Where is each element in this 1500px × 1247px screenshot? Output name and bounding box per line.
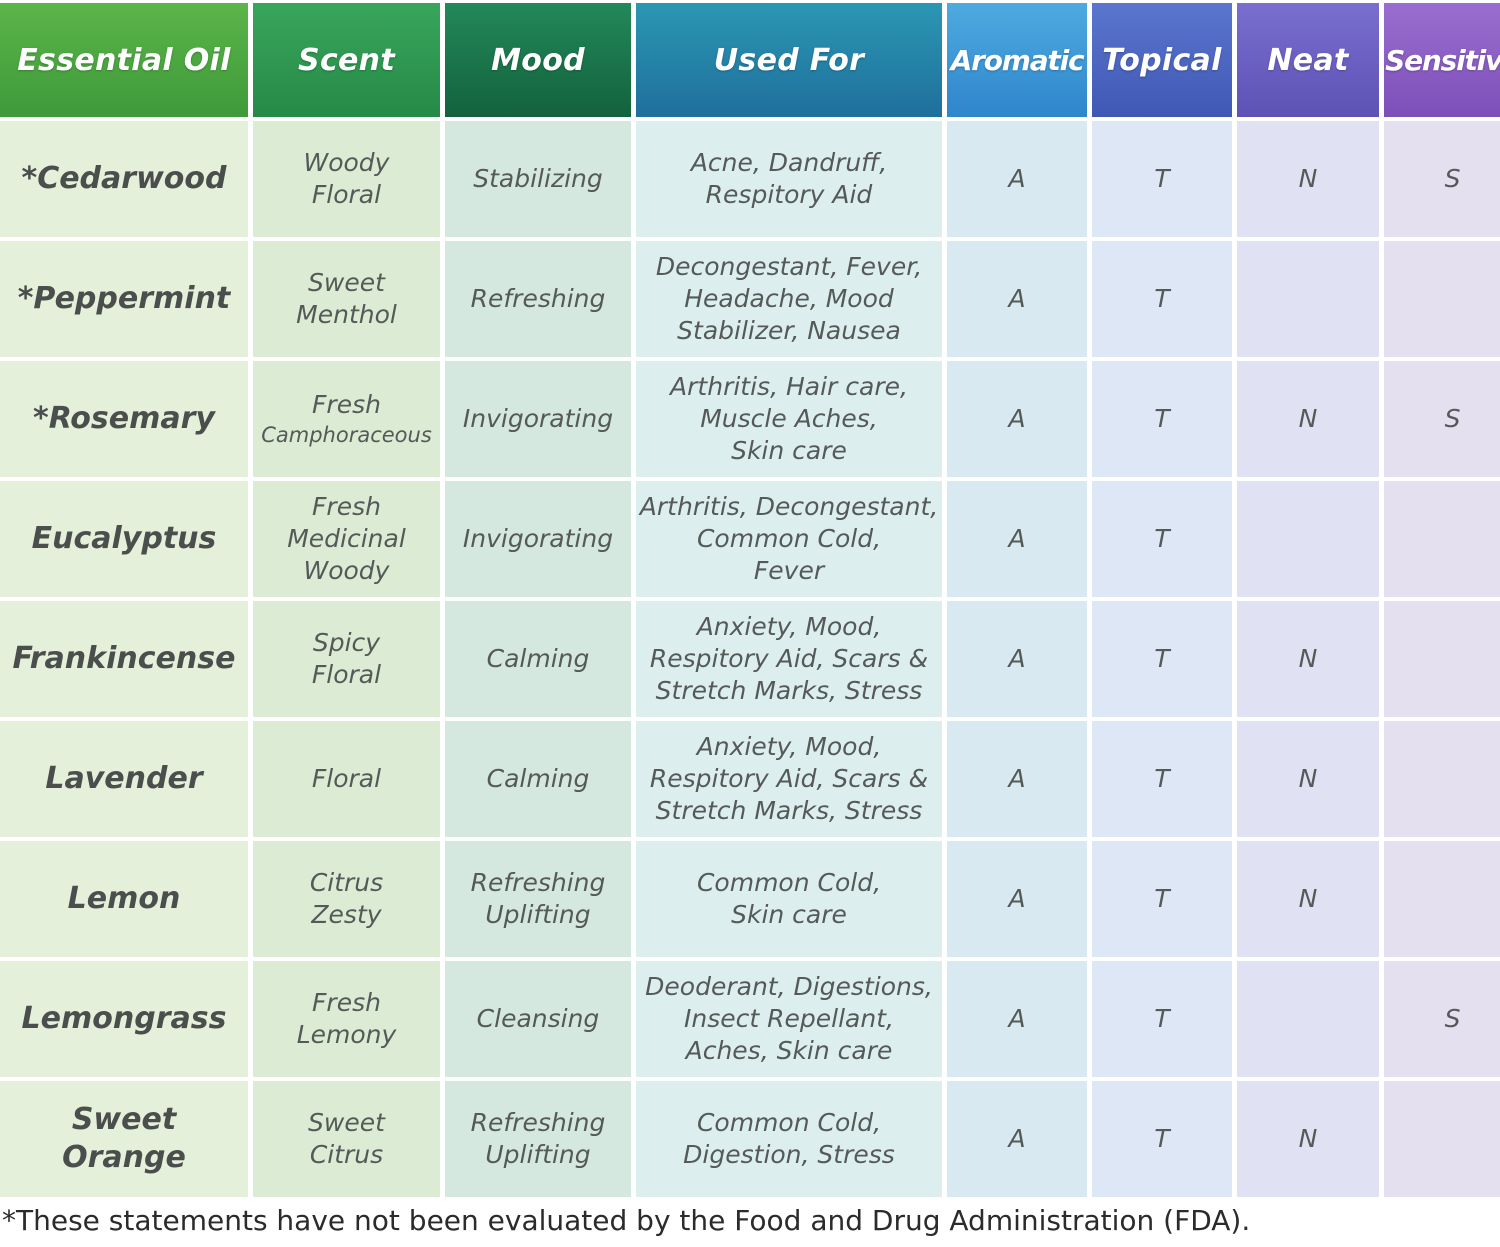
header-topical: Topical (1092, 3, 1232, 117)
cell-topical-mark: T (1092, 961, 1232, 1077)
cell-mood: Invigorating (445, 361, 631, 477)
cell-scent: Fresh Medicinal Woody (253, 481, 440, 597)
cell-aromatic-mark: A (947, 961, 1087, 1077)
cell-used-for: Arthritis, Hair care, Muscle Aches, Skin… (636, 361, 942, 477)
cell-used-for: Common Cold, Skin care (636, 841, 942, 957)
cell-oil-name: *Rosemary (0, 361, 248, 477)
cell-oil-name: Lavender (0, 721, 248, 837)
cell-used-for: Decongestant, Fever, Headache, Mood Stab… (636, 241, 942, 357)
header-used-for: Used For (636, 3, 942, 117)
cell-mood: Stabilizing (445, 121, 631, 237)
cell-mood: Refreshing Uplifting (445, 1081, 631, 1197)
cell-neat-mark (1237, 481, 1379, 597)
cell-topical-mark: T (1092, 721, 1232, 837)
cell-scent: Spicy Floral (253, 601, 440, 717)
cell-sensitive-mark (1384, 481, 1500, 597)
cell-sensitive-mark: S (1384, 121, 1500, 237)
cell-used-for: Anxiety, Mood, Respitory Aid, Scars & St… (636, 721, 942, 837)
cell-oil-name: *Cedarwood (0, 121, 248, 237)
header-neat: Neat (1237, 3, 1379, 117)
header-essential-oil: Essential Oil (0, 3, 248, 117)
cell-used-for: Arthritis, Decongestant, Common Cold, Fe… (636, 481, 942, 597)
fda-footnote: *These statements have not been evaluate… (2, 1204, 1251, 1237)
cell-aromatic-mark: A (947, 841, 1087, 957)
header-scent: Scent (253, 3, 440, 117)
cell-sensitive-mark: S (1384, 361, 1500, 477)
cell-topical-mark: T (1092, 841, 1232, 957)
cell-sensitive-mark (1384, 841, 1500, 957)
cell-used-for: Anxiety, Mood, Respitory Aid, Scars & St… (636, 601, 942, 717)
cell-oil-name: *Peppermint (0, 241, 248, 357)
cell-scent: Citrus Zesty (253, 841, 440, 957)
cell-scent: Sweet Citrus (253, 1081, 440, 1197)
scent-secondary: Camphoraceous (261, 423, 432, 447)
cell-neat-mark: N (1237, 361, 1379, 477)
cell-aromatic-mark: A (947, 601, 1087, 717)
cell-aromatic-mark: A (947, 721, 1087, 837)
header-mood: Mood (445, 3, 631, 117)
cell-used-for: Acne, Dandruff, Respitory Aid (636, 121, 942, 237)
cell-mood: Calming (445, 721, 631, 837)
essential-oil-table: Essential Oil Scent Mood Used For Aromat… (0, 3, 1500, 1197)
cell-neat-mark (1237, 961, 1379, 1077)
cell-aromatic-mark: A (947, 361, 1087, 477)
cell-sensitive-mark (1384, 721, 1500, 837)
cell-topical-mark: T (1092, 481, 1232, 597)
header-aromatic: Aromatic (947, 3, 1087, 117)
cell-mood: Calming (445, 601, 631, 717)
cell-scent: Floral (253, 721, 440, 837)
cell-topical-mark: T (1092, 241, 1232, 357)
cell-aromatic-mark: A (947, 481, 1087, 597)
cell-aromatic-mark: A (947, 1081, 1087, 1197)
cell-scent: Sweet Menthol (253, 241, 440, 357)
cell-topical-mark: T (1092, 1081, 1232, 1197)
cell-aromatic-mark: A (947, 121, 1087, 237)
cell-neat-mark: N (1237, 721, 1379, 837)
cell-used-for: Deoderant, Digestions, Insect Repellant,… (636, 961, 942, 1077)
cell-neat-mark (1237, 241, 1379, 357)
header-sensitive: Sensitive (1384, 3, 1500, 117)
cell-sensitive-mark (1384, 1081, 1500, 1197)
cell-topical-mark: T (1092, 121, 1232, 237)
cell-neat-mark: N (1237, 121, 1379, 237)
cell-sensitive-mark: S (1384, 961, 1500, 1077)
cell-neat-mark: N (1237, 841, 1379, 957)
cell-oil-name: Lemon (0, 841, 248, 957)
cell-neat-mark: N (1237, 1081, 1379, 1197)
cell-neat-mark: N (1237, 601, 1379, 717)
cell-mood: Refreshing Uplifting (445, 841, 631, 957)
cell-sensitive-mark (1384, 241, 1500, 357)
cell-oil-name: Lemongrass (0, 961, 248, 1077)
cell-scent: Woody Floral (253, 121, 440, 237)
cell-oil-name: Eucalyptus (0, 481, 248, 597)
cell-sensitive-mark (1384, 601, 1500, 717)
cell-mood: Refreshing (445, 241, 631, 357)
cell-topical-mark: T (1092, 361, 1232, 477)
cell-used-for: Common Cold, Digestion, Stress (636, 1081, 942, 1197)
cell-topical-mark: T (1092, 601, 1232, 717)
cell-scent: Fresh Lemony (253, 961, 440, 1077)
cell-oil-name: Sweet Orange (0, 1081, 248, 1197)
cell-scent: Fresh Camphoraceous (253, 361, 440, 477)
cell-oil-name: Frankincense (0, 601, 248, 717)
cell-mood: Cleansing (445, 961, 631, 1077)
cell-mood: Invigorating (445, 481, 631, 597)
cell-aromatic-mark: A (947, 241, 1087, 357)
scent-primary: Fresh (312, 390, 381, 419)
